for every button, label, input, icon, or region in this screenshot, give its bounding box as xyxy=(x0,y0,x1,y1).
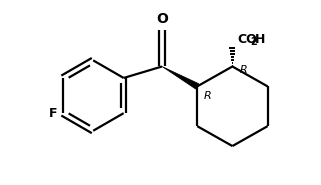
Text: CO: CO xyxy=(237,33,257,46)
Text: O: O xyxy=(156,12,168,26)
Polygon shape xyxy=(162,66,199,89)
Text: R: R xyxy=(204,91,212,101)
Text: 2: 2 xyxy=(250,37,256,47)
Text: F: F xyxy=(49,107,57,120)
Text: H: H xyxy=(255,33,265,46)
Text: R: R xyxy=(239,65,247,75)
